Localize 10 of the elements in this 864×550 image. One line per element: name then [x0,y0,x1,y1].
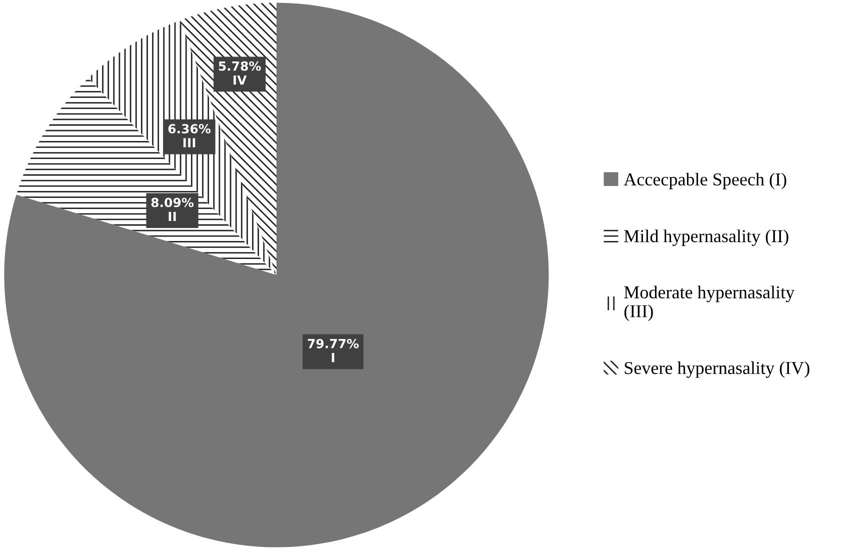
legend-label: Moderate hypernasality (III) [624,286,795,322]
data-label: 6.36% III [168,124,211,148]
data-label: 79.77% I [308,338,359,362]
legend-label: Mild hypernasality (II) [624,230,788,246]
legend-label: Severe hypernasality (IV) [624,361,810,378]
legend-label: Accecpable Speech (I) [624,172,786,190]
data-label: 8.09% II [151,198,194,222]
pie-slice [88,20,276,275]
pie-slice [4,2,549,548]
data-label: 5.78% IV [218,61,261,85]
